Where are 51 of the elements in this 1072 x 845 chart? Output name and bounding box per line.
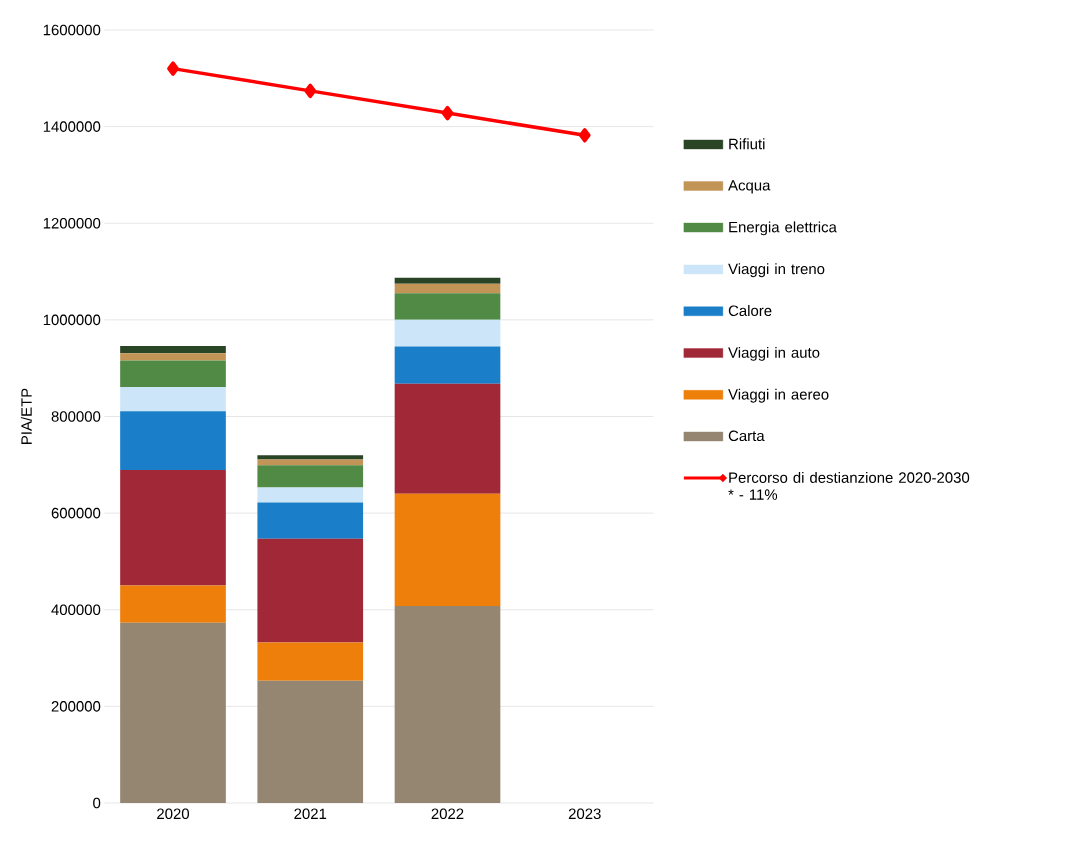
bar (257, 680, 364, 803)
legend-label: Acqua (728, 180, 771, 194)
x-tick-label: 2023 (568, 808, 601, 820)
legend-label: Viaggi in aereo (728, 388, 829, 403)
bar (120, 411, 226, 471)
x-tick-label: 2020 (157, 808, 190, 820)
bar (394, 493, 501, 606)
bar (257, 487, 364, 503)
legend-label: Calore (728, 305, 772, 317)
y-tick-label: 600000 (51, 507, 101, 519)
point (578, 128, 591, 143)
bar (120, 470, 226, 586)
bar (120, 585, 226, 623)
point (167, 61, 179, 76)
bar (394, 293, 501, 320)
bar (394, 346, 501, 384)
y-tick-label: 1400000 (43, 121, 101, 132)
y-axis-title: PIA/ETP (20, 388, 32, 444)
bar (120, 360, 226, 388)
bar (257, 642, 364, 681)
bar (257, 502, 364, 539)
legend-label: Carta (728, 430, 765, 442)
point (304, 83, 317, 99)
legend-label: Viaggi in treno (728, 263, 825, 278)
x-tick-label: 2021 (294, 808, 327, 820)
bar (394, 277, 501, 284)
point (441, 105, 454, 121)
y-tick-label: 200000 (51, 701, 101, 712)
y-tick-label: 400000 (51, 604, 101, 616)
legend-label: Rifiuti (729, 138, 765, 150)
bar (257, 465, 364, 488)
bar (257, 538, 364, 643)
bar (394, 383, 501, 494)
bar (120, 353, 226, 361)
bar (257, 459, 364, 466)
y-tick-label: 1000000 (43, 314, 101, 326)
legend-label: Viaggi in auto (728, 346, 820, 361)
bar (394, 319, 501, 347)
bar (257, 455, 364, 460)
y-tick-label: 800000 (51, 411, 101, 422)
legend-label: Percorso di destianzione 2020-2030 * - 11% (728, 471, 970, 500)
bar (394, 605, 501, 803)
bar (120, 387, 226, 412)
x-tick-label: 2022 (431, 808, 464, 820)
legend-label: Energia elettrica (729, 221, 837, 236)
bar (394, 283, 501, 294)
bar (120, 345, 226, 354)
y-tick-label: 1200000 (43, 217, 101, 229)
y-tick-label: 1600000 (43, 24, 101, 36)
bar (120, 622, 226, 803)
y-tick-label: 0 (93, 797, 101, 809)
